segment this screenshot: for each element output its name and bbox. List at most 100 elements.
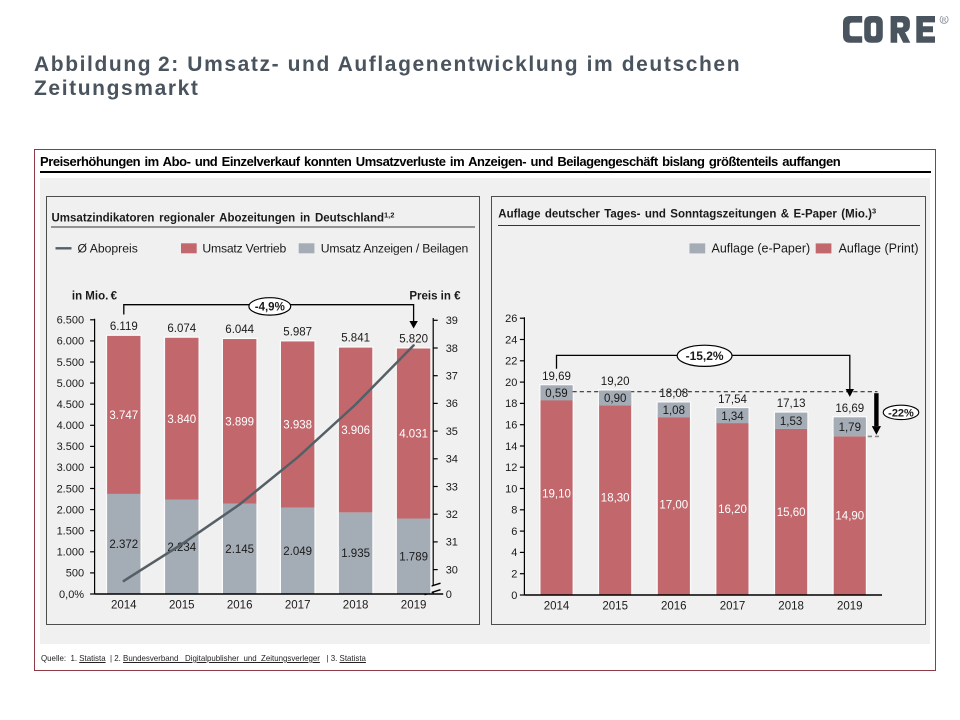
svg-text:2018: 2018	[778, 600, 804, 612]
svg-text:12: 12	[505, 462, 517, 474]
svg-text:2016: 2016	[227, 599, 253, 611]
svg-text:Auflage (e-Paper): Auflage (e-Paper)	[712, 242, 811, 256]
svg-text:18,08: 18,08	[659, 388, 688, 400]
svg-text:6.000: 6.000	[57, 336, 85, 348]
svg-text:5.987: 5.987	[283, 326, 312, 338]
svg-text:5.500: 5.500	[57, 357, 85, 369]
svg-text:0: 0	[446, 589, 452, 601]
svg-text:15,60: 15,60	[777, 507, 806, 519]
svg-text:2.500: 2.500	[57, 483, 85, 495]
svg-text:31: 31	[446, 537, 458, 549]
svg-text:Auflage deutscher Tages- und: Auflage deutscher Tages- und Sonntagszei…	[498, 207, 876, 221]
svg-text:5.000: 5.000	[57, 378, 85, 390]
svg-text:20: 20	[505, 377, 517, 389]
svg-text:6.044: 6.044	[225, 324, 254, 336]
svg-text:30: 30	[446, 564, 458, 576]
svg-text:5.820: 5.820	[399, 334, 428, 346]
svg-text:Umsatz Anzeigen / Beilagen: Umsatz Anzeigen / Beilagen	[321, 242, 468, 256]
svg-text:32: 32	[446, 509, 458, 521]
svg-text:37: 37	[446, 371, 458, 383]
svg-text:3.840: 3.840	[167, 414, 196, 426]
svg-text:3.899: 3.899	[225, 416, 254, 428]
svg-text:-4,9%: -4,9%	[255, 302, 285, 314]
svg-text:Ø Abopreis: Ø Abopreis	[78, 242, 138, 256]
svg-text:18,30: 18,30	[601, 493, 630, 505]
svg-text:4.031: 4.031	[399, 429, 428, 441]
svg-text:19,69: 19,69	[542, 371, 571, 383]
svg-text:1,34: 1,34	[721, 411, 744, 423]
svg-text:8: 8	[511, 505, 517, 517]
svg-text:2.234: 2.234	[167, 542, 196, 554]
svg-text:19,10: 19,10	[542, 488, 571, 500]
svg-text:1,08: 1,08	[663, 405, 685, 417]
svg-text:4.000: 4.000	[57, 420, 85, 432]
svg-text:36: 36	[446, 398, 458, 410]
svg-text:3.000: 3.000	[57, 462, 85, 474]
svg-text:5.841: 5.841	[341, 333, 370, 345]
svg-text:1.789: 1.789	[399, 551, 428, 563]
svg-text:6.119: 6.119	[110, 321, 138, 333]
svg-text:14,90: 14,90	[835, 511, 864, 523]
svg-text:16,20: 16,20	[718, 504, 747, 516]
svg-text:Umsatz Vertrieb: Umsatz Vertrieb	[202, 242, 286, 256]
svg-text:2018: 2018	[343, 599, 369, 611]
svg-text:4: 4	[511, 547, 517, 559]
svg-text:39: 39	[446, 315, 458, 327]
svg-text:0,90: 0,90	[604, 393, 626, 405]
svg-text:3.906: 3.906	[341, 425, 370, 437]
svg-text:2017: 2017	[285, 599, 311, 611]
svg-text:16,69: 16,69	[835, 403, 864, 415]
svg-text:-22%: -22%	[888, 407, 914, 419]
svg-text:6.500: 6.500	[57, 315, 85, 327]
svg-text:18: 18	[505, 398, 517, 410]
svg-text:1.500: 1.500	[57, 526, 85, 538]
svg-text:1.935: 1.935	[341, 548, 370, 560]
svg-text:0,0%: 0,0%	[59, 589, 84, 601]
svg-text:6.074: 6.074	[167, 323, 196, 335]
svg-text:26: 26	[505, 313, 517, 325]
svg-text:24: 24	[505, 334, 517, 346]
svg-text:2.145: 2.145	[225, 544, 254, 556]
svg-text:2016: 2016	[661, 600, 687, 612]
svg-text:16: 16	[505, 420, 517, 432]
svg-text:1,53: 1,53	[780, 416, 802, 428]
svg-text:1.000: 1.000	[57, 547, 85, 559]
svg-text:22: 22	[505, 356, 517, 368]
svg-text:1,79: 1,79	[839, 422, 861, 434]
svg-text:38: 38	[446, 343, 458, 355]
svg-text:Preis in €: Preis in €	[409, 291, 461, 303]
svg-text:Umsatzindikatoren regionaler A: Umsatzindikatoren regionaler Abozeitunge…	[52, 211, 395, 225]
svg-text:R: R	[942, 18, 947, 24]
svg-text:17,00: 17,00	[659, 500, 688, 512]
svg-text:3.938: 3.938	[283, 420, 312, 432]
svg-text:0: 0	[511, 590, 517, 602]
svg-text:2.372: 2.372	[109, 539, 138, 551]
svg-text:3.747: 3.747	[109, 410, 138, 422]
svg-text:4.500: 4.500	[57, 399, 85, 411]
svg-text:2015: 2015	[602, 600, 628, 612]
svg-text:0,59: 0,59	[545, 388, 567, 400]
svg-text:3.500: 3.500	[57, 441, 85, 453]
svg-text:2019: 2019	[401, 599, 427, 611]
svg-text:2019: 2019	[837, 600, 863, 612]
svg-text:17,54: 17,54	[718, 394, 747, 406]
svg-text:-15,2%: -15,2%	[686, 349, 724, 363]
svg-text:17,13: 17,13	[777, 398, 806, 410]
svg-text:500: 500	[66, 568, 84, 580]
svg-text:33: 33	[446, 481, 458, 493]
svg-text:2015: 2015	[169, 599, 195, 611]
svg-text:19,20: 19,20	[601, 376, 630, 388]
svg-text:34: 34	[446, 454, 458, 466]
svg-text:35: 35	[446, 426, 458, 438]
svg-text:Auflage (Print): Auflage (Print)	[839, 242, 919, 256]
svg-text:2.049: 2.049	[283, 546, 312, 558]
svg-text:2: 2	[511, 569, 517, 581]
svg-text:2017: 2017	[720, 600, 746, 612]
svg-text:6: 6	[511, 526, 517, 538]
svg-text:in Mio. €: in Mio. €	[72, 291, 118, 303]
svg-text:10: 10	[505, 483, 517, 495]
svg-text:14: 14	[505, 441, 517, 453]
svg-text:2.000: 2.000	[57, 504, 85, 516]
svg-text:2014: 2014	[544, 600, 570, 612]
svg-text:2014: 2014	[111, 599, 137, 611]
